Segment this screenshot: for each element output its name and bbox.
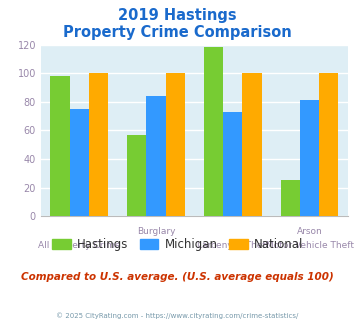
Bar xyxy=(319,73,338,216)
Text: Burglary: Burglary xyxy=(137,227,175,236)
Text: Arson: Arson xyxy=(297,227,322,236)
Text: © 2025 CityRating.com - https://www.cityrating.com/crime-statistics/: © 2025 CityRating.com - https://www.city… xyxy=(56,312,299,318)
Text: Larceny & Theft: Larceny & Theft xyxy=(197,241,269,250)
Text: Motor Vehicle Theft: Motor Vehicle Theft xyxy=(266,241,354,250)
Bar xyxy=(204,48,223,216)
Text: Compared to U.S. average. (U.S. average equals 100): Compared to U.S. average. (U.S. average … xyxy=(21,272,334,282)
Text: All Property Crime: All Property Crime xyxy=(38,241,120,250)
Bar xyxy=(300,100,319,216)
Legend: Hastings, Michigan, National: Hastings, Michigan, National xyxy=(47,234,308,256)
Text: 2019 Hastings: 2019 Hastings xyxy=(118,8,237,23)
Bar xyxy=(165,73,185,216)
Bar xyxy=(89,73,108,216)
Bar xyxy=(281,181,300,216)
Bar xyxy=(127,135,146,216)
Bar xyxy=(50,76,70,216)
Bar xyxy=(70,109,89,216)
Bar xyxy=(223,112,242,216)
Bar xyxy=(146,96,165,216)
Text: Property Crime Comparison: Property Crime Comparison xyxy=(63,25,292,40)
Bar xyxy=(242,73,262,216)
